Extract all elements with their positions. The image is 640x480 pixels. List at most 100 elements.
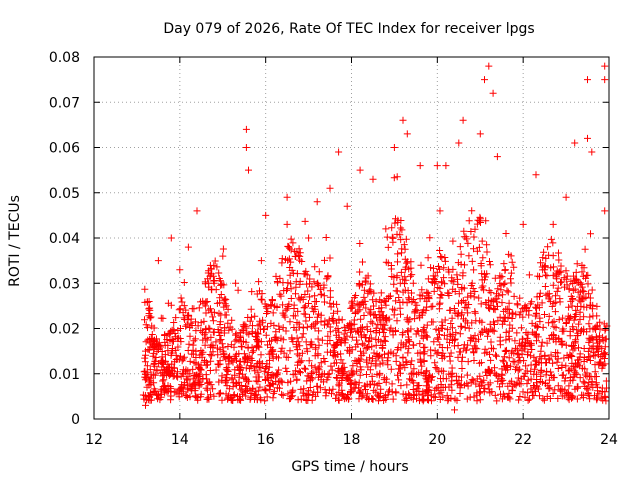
data-point (513, 329, 521, 337)
data-point (228, 316, 236, 324)
data-point (161, 341, 169, 349)
data-point (217, 336, 225, 343)
data-point (573, 395, 581, 403)
data-point (397, 339, 405, 347)
data-point (210, 328, 218, 336)
data-point (267, 348, 275, 356)
data-point (405, 344, 413, 352)
data-point (446, 306, 454, 314)
data-point (194, 396, 202, 404)
data-point (427, 346, 435, 354)
data-point (367, 318, 375, 326)
data-point (315, 268, 323, 276)
data-point (434, 284, 442, 291)
data-point (520, 372, 528, 380)
data-point (601, 326, 609, 334)
data-point (146, 396, 154, 404)
data-point (341, 339, 349, 347)
data-point (361, 277, 369, 285)
data-point (545, 376, 553, 384)
data-point (390, 174, 398, 182)
data-point (602, 397, 610, 405)
data-point (549, 336, 557, 344)
data-point (432, 325, 440, 333)
data-point (207, 343, 214, 351)
data-point (360, 382, 368, 390)
data-point (250, 363, 258, 371)
data-point (148, 322, 156, 330)
data-point (403, 395, 411, 402)
data-point (201, 278, 209, 286)
data-point (174, 335, 182, 343)
data-point (367, 328, 375, 335)
data-point (499, 356, 507, 364)
data-point (422, 332, 430, 340)
data-point (429, 318, 437, 326)
data-point (440, 367, 448, 375)
data-point (165, 330, 173, 337)
data-point (468, 335, 476, 343)
data-point (368, 343, 376, 351)
data-point (501, 363, 508, 370)
data-point (208, 352, 216, 360)
data-point (382, 258, 390, 266)
data-point (392, 297, 400, 305)
data-point (152, 354, 160, 361)
data-point (411, 309, 419, 317)
data-point (393, 272, 401, 280)
data-point (543, 339, 551, 347)
data-point (587, 230, 594, 238)
data-point (579, 272, 587, 280)
data-point (306, 293, 314, 301)
data-point (574, 384, 581, 392)
data-point (335, 365, 343, 372)
data-point (392, 357, 400, 365)
data-point (433, 162, 441, 170)
data-point (432, 364, 440, 371)
data-point (591, 361, 599, 369)
data-point (335, 333, 343, 341)
data-point (396, 279, 404, 287)
data-point (500, 358, 508, 366)
data-point (434, 348, 442, 356)
data-point (262, 331, 270, 339)
data-point (275, 325, 283, 333)
data-point (405, 294, 413, 302)
data-point (217, 311, 225, 319)
data-point (537, 347, 545, 355)
data-point (585, 320, 593, 328)
data-point (456, 330, 464, 338)
data-point (404, 328, 411, 336)
data-point (537, 359, 545, 367)
data-point (425, 383, 433, 391)
data-point (516, 393, 524, 400)
data-point (385, 349, 393, 357)
data-point (267, 319, 275, 327)
data-point (578, 283, 586, 291)
data-point (267, 302, 275, 310)
data-point (490, 318, 497, 326)
data-point (436, 265, 443, 273)
data-point (598, 361, 606, 369)
data-point (566, 327, 574, 335)
data-point (316, 285, 324, 293)
data-point (299, 330, 307, 338)
data-point (352, 380, 360, 388)
data-point (246, 386, 254, 394)
data-point (481, 385, 489, 392)
data-point (412, 306, 420, 314)
data-point (500, 353, 508, 361)
data-point (195, 304, 203, 312)
data-point (146, 376, 154, 384)
data-point (570, 272, 577, 280)
data-point (362, 304, 370, 312)
data-point (569, 323, 577, 331)
data-point (451, 406, 458, 414)
data-point (200, 317, 208, 325)
data-point (344, 375, 351, 383)
data-point (462, 317, 470, 325)
data-point (531, 312, 539, 320)
data-point (470, 393, 478, 401)
data-point (413, 327, 421, 335)
x-tick-label: 22 (514, 432, 532, 448)
